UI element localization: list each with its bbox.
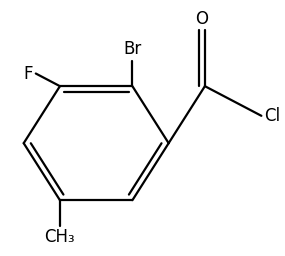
Text: CH₃: CH₃ xyxy=(45,228,75,246)
Text: O: O xyxy=(196,10,209,28)
Text: F: F xyxy=(23,65,33,82)
Text: Cl: Cl xyxy=(264,107,280,125)
Text: Br: Br xyxy=(123,40,142,58)
